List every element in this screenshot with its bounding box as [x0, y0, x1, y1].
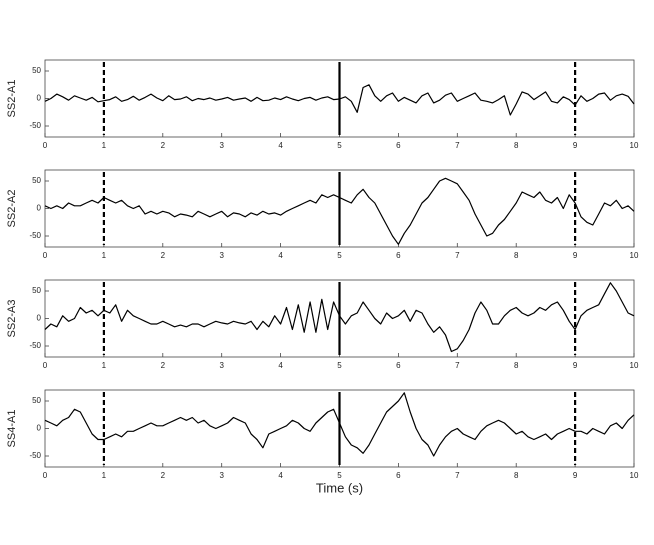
- x-tick-label: 8: [514, 141, 519, 150]
- x-tick-label: 6: [396, 361, 401, 370]
- x-tick-label: 0: [43, 471, 48, 480]
- x-tick-label: 7: [455, 471, 460, 480]
- y-tick-label: 0: [37, 94, 42, 103]
- x-tick-label: 4: [278, 361, 283, 370]
- x-tick-label: 9: [573, 251, 578, 260]
- y-axis-label: SS2-A1: [6, 80, 18, 118]
- x-tick-label: 7: [455, 361, 460, 370]
- x-tick-label: 4: [278, 471, 283, 480]
- y-tick-label: 50: [32, 396, 41, 405]
- x-tick-label: 8: [514, 251, 519, 260]
- x-tick-label: 8: [514, 471, 519, 480]
- x-tick-label: 4: [278, 251, 283, 260]
- x-tick-label: 8: [514, 361, 519, 370]
- x-tick-label: 9: [573, 361, 578, 370]
- y-tick-label: -50: [29, 231, 41, 240]
- y-tick-label: -50: [29, 451, 41, 460]
- x-tick-label: 5: [337, 471, 342, 480]
- x-tick-label: 6: [396, 141, 401, 150]
- x-tick-label: 10: [630, 251, 639, 260]
- x-tick-label: 7: [455, 251, 460, 260]
- x-tick-label: 1: [102, 361, 107, 370]
- y-tick-label: 50: [32, 176, 41, 185]
- x-tick-label: 3: [219, 141, 224, 150]
- x-tick-label: 2: [161, 361, 166, 370]
- y-tick-label: 0: [37, 314, 42, 323]
- x-tick-label: 6: [396, 471, 401, 480]
- y-tick-label: 0: [37, 424, 42, 433]
- x-axis-label: Time (s): [316, 480, 363, 495]
- x-tick-label: 9: [573, 141, 578, 150]
- y-axis-label: SS2-A2: [6, 190, 18, 228]
- y-tick-label: 50: [32, 66, 41, 75]
- y-tick-label: 50: [32, 286, 41, 295]
- x-tick-label: 10: [630, 361, 639, 370]
- x-tick-label: 2: [161, 471, 166, 480]
- x-tick-label: 2: [161, 141, 166, 150]
- x-tick-label: 3: [219, 361, 224, 370]
- x-tick-label: 2: [161, 251, 166, 260]
- y-tick-label: -50: [29, 121, 41, 130]
- y-tick-label: 0: [37, 204, 42, 213]
- x-tick-label: 5: [337, 361, 342, 370]
- y-axis-label: SS2-A3: [6, 300, 18, 338]
- x-tick-label: 10: [630, 141, 639, 150]
- x-tick-label: 9: [573, 471, 578, 480]
- x-tick-label: 4: [278, 141, 283, 150]
- x-tick-label: 0: [43, 141, 48, 150]
- x-tick-label: 1: [102, 471, 107, 480]
- y-tick-label: -50: [29, 341, 41, 350]
- x-tick-label: 3: [219, 471, 224, 480]
- x-tick-label: 0: [43, 361, 48, 370]
- x-tick-label: 0: [43, 251, 48, 260]
- x-tick-label: 5: [337, 141, 342, 150]
- x-tick-label: 3: [219, 251, 224, 260]
- x-tick-label: 5: [337, 251, 342, 260]
- x-tick-label: 6: [396, 251, 401, 260]
- x-tick-label: 10: [630, 471, 639, 480]
- x-tick-label: 7: [455, 141, 460, 150]
- y-axis-label: SS4-A1: [6, 410, 18, 448]
- x-tick-label: 1: [102, 141, 107, 150]
- x-tick-label: 1: [102, 251, 107, 260]
